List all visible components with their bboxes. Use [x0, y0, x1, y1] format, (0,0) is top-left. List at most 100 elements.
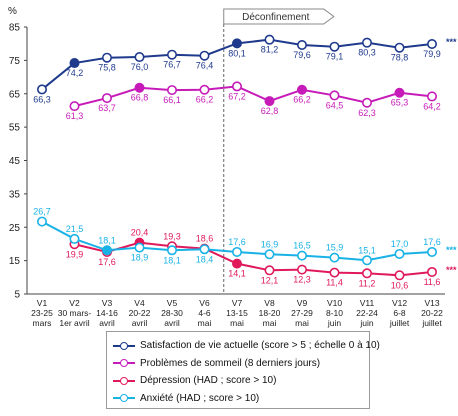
x-label-code: V11 — [360, 298, 375, 308]
deconfinement-annotation: Déconfinement — [223, 8, 335, 294]
data-point — [69, 233, 80, 244]
data-point — [69, 58, 80, 69]
data-point — [199, 84, 210, 95]
data-point — [134, 82, 145, 93]
x-label-month: juillet — [421, 318, 442, 328]
data-point — [361, 97, 372, 108]
data-point — [264, 34, 275, 45]
data-point — [264, 265, 275, 276]
x-label-code: V4 — [134, 298, 145, 308]
data-point — [134, 52, 145, 63]
y-tick-label: 5 — [14, 290, 20, 301]
x-label-code: V2 — [69, 298, 80, 308]
series-3: 26,7 21,5 18,1 18,9 18,1 18,4 17,6 16,9 16,5 15,9… — [33, 207, 457, 266]
data-label: 18,1 — [98, 235, 116, 245]
data-label: 67,2 — [228, 91, 246, 101]
x-label-code: V8 — [264, 298, 275, 308]
data-label: 66,2 — [196, 95, 214, 105]
data-label: 17,6 — [423, 237, 441, 247]
data-point — [232, 258, 243, 269]
data-label: 64,2 — [423, 101, 441, 111]
x-label-dates: 28-30 — [161, 308, 183, 318]
data-label: 18,9 — [131, 253, 149, 263]
y-tick-label: 85 — [9, 23, 21, 34]
data-label: 16,5 — [293, 241, 311, 251]
x-label-dates: 30 mars- — [58, 308, 92, 318]
x-label-dates: 27-29 — [291, 308, 313, 318]
data-point — [426, 246, 437, 257]
data-point — [296, 250, 307, 261]
data-label: 19,9 — [66, 249, 84, 259]
data-label: 76,0 — [131, 62, 149, 72]
x-label-dates: 6-8 — [393, 308, 406, 318]
data-label: 17,6 — [98, 257, 116, 267]
x-label-code: V9 — [297, 298, 308, 308]
data-point — [329, 41, 340, 52]
data-label: 63,7 — [98, 103, 116, 113]
data-point — [426, 39, 437, 50]
data-point — [264, 96, 275, 107]
data-label: 66,3 — [33, 94, 51, 104]
x-label-month: juin — [359, 318, 374, 328]
data-label: 79,9 — [423, 49, 441, 59]
data-label: 75,8 — [98, 63, 116, 73]
data-label: 66,1 — [163, 95, 181, 105]
x-label-code: V10 — [327, 298, 342, 308]
data-label: 17,6 — [228, 237, 246, 247]
data-point — [199, 244, 210, 255]
significance-marker: *** — [446, 37, 457, 47]
x-label-month: mars — [33, 318, 52, 328]
data-point — [69, 101, 80, 112]
data-point — [394, 87, 405, 98]
data-point — [361, 268, 372, 279]
data-label: 76,7 — [163, 60, 181, 70]
data-label: 62,3 — [358, 108, 376, 118]
data-point — [36, 216, 47, 227]
deconfinement-arrow — [223, 8, 335, 25]
data-label: 26,7 — [33, 207, 51, 217]
x-label-dates: 20-22 — [421, 308, 443, 318]
x-label-month: mai — [198, 318, 212, 328]
x-label-dates: 8-10 — [326, 308, 343, 318]
data-label: 16,9 — [261, 239, 279, 249]
legend-label: Problèmes de sommeil (8 derniers jours) — [140, 357, 321, 369]
data-label: 76,4 — [196, 61, 214, 71]
data-label: 62,8 — [261, 106, 279, 116]
legend-item-satisfaction: Satisfaction de vie actuelle (score > 5 … — [113, 337, 380, 355]
y-tick-label: 45 — [9, 156, 21, 167]
x-label-month: avril — [132, 318, 148, 328]
x-label-code: V1 — [37, 298, 48, 308]
data-point — [232, 246, 243, 257]
legend-item-depression: Dépression (HAD ; score > 10) — [113, 372, 369, 390]
data-point — [199, 50, 210, 61]
data-label: 61,3 — [66, 111, 84, 121]
y-tick-label: 35 — [9, 189, 21, 200]
chart-axes: % 5 15 25 35 45 55 65 75 85 — [8, 6, 445, 301]
x-label-month: mai — [230, 318, 244, 328]
data-point — [167, 49, 178, 60]
data-label: 15,9 — [326, 243, 344, 253]
data-label: 80,3 — [358, 48, 376, 58]
data-label: 14,1 — [228, 269, 246, 279]
data-point — [296, 40, 307, 51]
x-label-month: avril — [99, 318, 115, 328]
x-label-month: juillet — [389, 318, 410, 328]
data-label: 18,6 — [196, 234, 214, 244]
x-label-month: mai — [263, 318, 277, 328]
data-label: 19,3 — [163, 231, 181, 241]
data-label: 11,4 — [326, 278, 343, 288]
legend-label: Satisfaction de vie actuelle (score > 5 … — [140, 340, 380, 352]
data-label: 79,1 — [326, 52, 344, 62]
legend-item-anxiete: Anxiété (HAD ; score > 10) — [113, 390, 369, 408]
data-point — [232, 81, 243, 92]
x-label-dates: 23-25 — [31, 308, 53, 318]
legend-item-sommeil: Problèmes de sommeil (8 derniers jours) — [113, 355, 369, 373]
